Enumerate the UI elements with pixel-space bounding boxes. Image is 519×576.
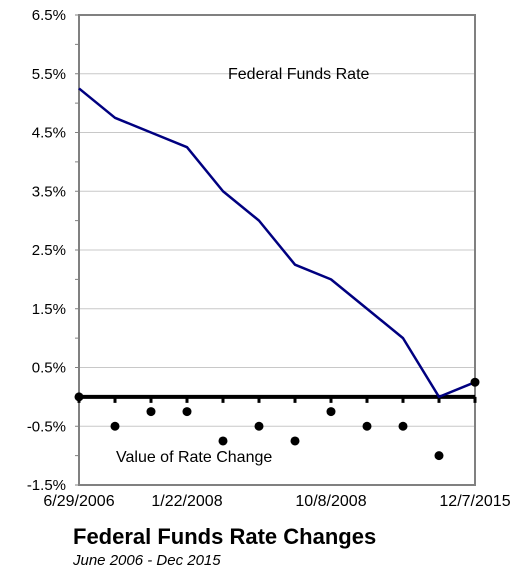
data-point (182, 407, 192, 417)
y-tick-label: 4.5% (32, 125, 66, 142)
data-point (146, 407, 156, 417)
y-tick-label: 5.5% (32, 66, 66, 83)
data-point (254, 421, 264, 431)
y-tick-label: -0.5% (27, 418, 66, 435)
y-tick-label: 6.5% (32, 7, 66, 24)
data-point (362, 421, 372, 431)
chart-title: Federal Funds Rate Changes (73, 524, 377, 549)
data-point (470, 377, 480, 387)
data-point (434, 451, 444, 461)
data-point (326, 407, 336, 417)
y-tick-label: -1.5% (27, 477, 66, 494)
grid-lines (79, 14, 475, 486)
data-point (398, 421, 408, 431)
y-tick-label: 0.5% (32, 360, 66, 377)
series-label-federal-funds-rate: Federal Funds Rate (228, 66, 370, 83)
data-point (110, 421, 120, 431)
y-tick-label: 3.5% (32, 183, 66, 200)
series-markers-rate-change (74, 377, 480, 461)
x-tick-label: 1/22/2008 (151, 493, 222, 510)
x-axis-ticks: 6/29/2006 1/22/2008 10/8/2008 12/7/2015 (43, 493, 510, 510)
series-label-rate-change: Value of Rate Change (116, 449, 272, 466)
x-tick-label: 10/8/2008 (295, 493, 366, 510)
data-point (74, 392, 84, 402)
series-line-federal-funds-rate (78, 87, 476, 399)
chart-subtitle: June 2006 - Dec 2015 (73, 552, 221, 569)
data-point (218, 436, 228, 446)
y-tick-label: 2.5% (32, 242, 66, 259)
x-tick-label: 12/7/2015 (439, 493, 510, 510)
data-point (290, 436, 300, 446)
y-axis-ticks: 6.5% 5.5% 4.5% 3.5% 2.5% 1.5% 0.5% -0.5% -1.5% (27, 7, 79, 494)
y-tick-label: 1.5% (32, 301, 66, 318)
plot-area (78, 14, 476, 486)
x-tick-label: 6/29/2006 (43, 493, 114, 510)
